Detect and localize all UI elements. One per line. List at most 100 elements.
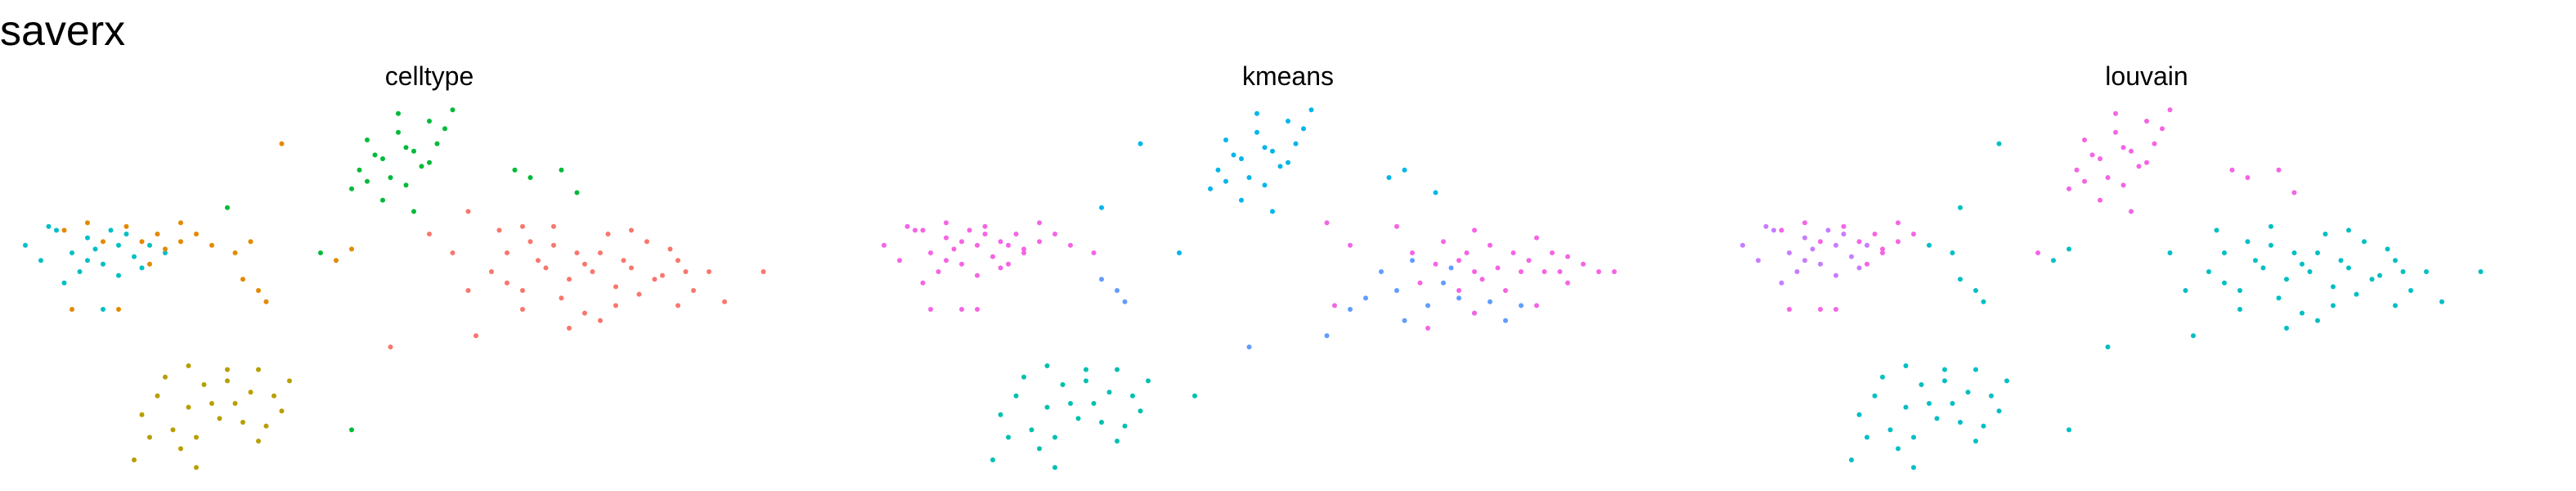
scatter-point	[77, 269, 83, 274]
scatter-point	[1277, 164, 1283, 169]
scatter-point	[85, 258, 90, 264]
scatter-point	[85, 220, 90, 226]
scatter-point	[489, 269, 494, 274]
scatter-point	[1865, 261, 1869, 267]
scatter-point	[178, 220, 183, 226]
scatter-point	[1488, 299, 1492, 304]
scatter-point	[194, 232, 199, 236]
scatter-point	[2120, 182, 2126, 188]
scatter-point	[170, 427, 176, 433]
scatter-point	[1348, 307, 1353, 312]
scatter-point	[1052, 465, 1057, 471]
scatter-point	[1950, 401, 1955, 406]
scatter-point	[1534, 235, 1539, 241]
scatter-point	[2051, 258, 2056, 264]
scatter-point	[1262, 182, 1268, 188]
scatter-point	[1417, 280, 1423, 286]
scatter-point	[1818, 239, 1823, 245]
scatter-point	[434, 141, 440, 146]
scatter-point	[1565, 280, 1570, 286]
scatter-point	[527, 239, 533, 245]
scatter-point	[629, 265, 634, 271]
scatter-point	[2424, 269, 2429, 274]
scatter-point	[2098, 197, 2103, 203]
scatter-point	[1246, 345, 1252, 349]
scatter-point	[1052, 232, 1057, 236]
scatter-point	[1802, 235, 1807, 241]
scatter-point	[1856, 239, 1862, 245]
scatter-point	[1833, 307, 1838, 312]
scatter-point	[1479, 277, 1485, 282]
scatter-point	[667, 246, 673, 252]
scatter-point	[1880, 374, 1885, 380]
scatter-point	[683, 269, 689, 274]
scatter-point	[1896, 220, 1901, 226]
scatter-point	[652, 277, 657, 282]
scatter-point	[2291, 250, 2297, 255]
scatter-point	[263, 423, 269, 429]
scatter-point	[982, 223, 988, 229]
scatter-point	[2269, 223, 2273, 229]
scatter-point	[465, 288, 471, 293]
scatter-point	[2284, 277, 2289, 282]
scatter-point	[2098, 156, 2103, 161]
scatter-point	[349, 246, 354, 252]
scatter-point	[232, 401, 238, 406]
scatter-point	[349, 186, 354, 191]
scatter-point	[1379, 269, 1384, 274]
scatter-point	[380, 156, 385, 161]
scatter-point	[2167, 250, 2173, 255]
scatter-point	[1510, 250, 1516, 255]
scatter-point	[2082, 137, 2087, 142]
scatter-point	[551, 242, 556, 248]
scatter-point	[1973, 439, 1978, 444]
scatter-point	[163, 246, 168, 252]
scatter-point	[1099, 277, 1104, 282]
scatter-point	[1550, 250, 1555, 255]
scatter-point	[520, 223, 525, 229]
scatter-point	[256, 439, 261, 444]
scatter-point	[1115, 439, 1120, 444]
scatter-point	[1456, 288, 1461, 293]
scatter-point	[411, 209, 416, 214]
scatter-point	[951, 246, 957, 252]
scatter-point	[263, 299, 269, 304]
scatter-point	[132, 457, 137, 462]
scatter-point	[240, 277, 245, 282]
scatter-point	[1927, 401, 1932, 406]
scatter-point	[2269, 242, 2273, 248]
scatter-point	[1965, 390, 1971, 395]
scatter-point	[2331, 303, 2336, 309]
scatter-point	[567, 277, 572, 282]
scatter-point	[1068, 242, 1073, 248]
scatter-point	[1425, 303, 1430, 309]
scatter-point	[427, 232, 432, 236]
scatter-point	[505, 250, 509, 255]
scatter-point	[2229, 167, 2235, 173]
scatter-point	[998, 265, 1003, 271]
scatter-point	[178, 239, 183, 245]
scatter-point	[2354, 291, 2359, 297]
scatter-point	[1856, 412, 1862, 417]
scatter-point	[959, 307, 964, 312]
scatter-point	[1865, 435, 1869, 440]
scatter-point	[1402, 167, 1407, 173]
scatter-point	[209, 401, 214, 406]
scatter-point	[1006, 261, 1011, 267]
scatter-point	[1052, 435, 1057, 440]
scatter-point	[194, 465, 199, 471]
scatter-point	[1099, 205, 1104, 210]
scatter-point	[1441, 280, 1446, 286]
scatter-point	[1433, 190, 1438, 196]
scatter-point	[1410, 250, 1415, 255]
scatter-point	[1833, 242, 1838, 248]
scatter-point	[279, 408, 285, 414]
scatter-point	[1996, 408, 2002, 414]
scatter-point	[998, 239, 1003, 245]
scatter-point	[1503, 288, 1508, 293]
scatter-point	[707, 269, 711, 274]
scatter-point	[1911, 465, 1916, 471]
scatter-point	[636, 291, 642, 297]
scatter-point	[1880, 250, 1885, 255]
scatter-point	[1308, 107, 1314, 113]
